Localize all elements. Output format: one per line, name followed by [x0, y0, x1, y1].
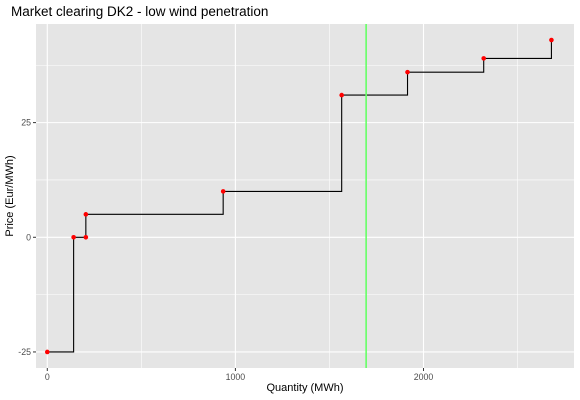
y-tick-label: -25	[18, 347, 31, 357]
x-axis-title: Quantity (MWh)	[266, 382, 343, 394]
bid-point	[83, 234, 89, 240]
x-tick-label: 1000	[226, 372, 246, 382]
major-gridlines	[36, 24, 574, 368]
minor-gridlines	[36, 24, 574, 368]
bid-point	[481, 56, 487, 61]
y-tick-label: 0	[26, 232, 31, 242]
bid-point	[71, 234, 76, 240]
bid-point	[405, 69, 410, 75]
bid-point	[339, 92, 344, 98]
supply-curve	[47, 40, 552, 353]
bid-points	[44, 37, 554, 355]
x-tick-label: 2000	[414, 372, 434, 382]
chart-title: Market clearing DK2 - low wind penetrati…	[11, 4, 268, 19]
bid-point	[549, 37, 554, 43]
x-axis: 0 1000 2000	[45, 368, 434, 382]
y-axis-title: Price (Eur/MWh)	[4, 155, 16, 236]
bid-point	[44, 349, 50, 355]
bid-point	[220, 189, 226, 194]
y-tick-label: 25	[21, 118, 31, 128]
plot-panel	[36, 24, 574, 368]
y-axis: -25 0 25	[18, 118, 36, 357]
supply-step-line	[47, 40, 552, 353]
bid-point	[83, 212, 89, 217]
x-tick-label: 0	[45, 372, 50, 382]
